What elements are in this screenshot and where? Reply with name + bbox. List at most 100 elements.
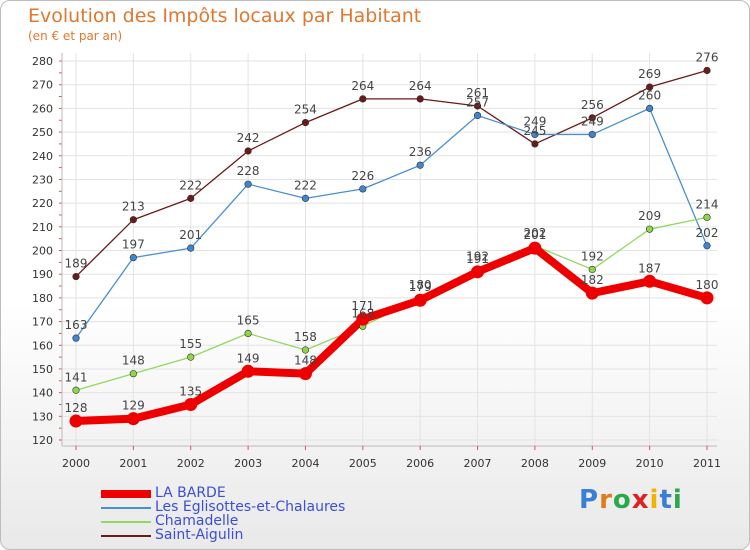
logo-letter: P: [579, 485, 600, 515]
data-point: [703, 242, 711, 250]
data-label: 148: [294, 354, 317, 368]
data-point: [703, 213, 711, 221]
data-label: 209: [638, 209, 661, 223]
legend-label: Chamadelle: [155, 513, 239, 529]
data-label: 249: [581, 114, 604, 128]
logo-letter: i: [672, 485, 683, 515]
logo-letter: r: [599, 485, 613, 515]
data-point: [72, 272, 80, 281]
proxiti-logo: Proxiti: [579, 485, 683, 515]
data-point: [72, 334, 80, 342]
data-label: 214: [696, 197, 719, 211]
data-label: 180: [696, 278, 719, 292]
series-line-saint-aigulin: [75, 69, 708, 278]
data-label: 257: [466, 95, 489, 109]
data-point: [72, 386, 80, 394]
data-point: [588, 265, 596, 274]
y-tick-label: 190: [32, 268, 53, 281]
data-point: [244, 147, 252, 155]
data-point: [187, 244, 195, 252]
legend-swatch: [101, 490, 151, 498]
x-tick-label: 2004: [291, 457, 319, 470]
data-point: [356, 312, 370, 326]
chart-title: Evolution des Impôts locaux par Habitant: [28, 5, 422, 27]
x-tick-label: 2002: [177, 457, 205, 470]
y-tick-label: 240: [32, 150, 53, 163]
y-tick-label: 130: [32, 410, 53, 423]
data-point: [700, 291, 714, 305]
legend-label: Saint-Aigulin: [155, 527, 244, 543]
data-label: 242: [237, 131, 260, 145]
y-tick-label: 150: [32, 363, 53, 376]
data-point: [646, 104, 654, 112]
legend-label: Les Eglisottes-et-Chalaures: [155, 499, 346, 515]
data-point: [585, 286, 599, 300]
data-label: 201: [179, 228, 202, 242]
logo-letter: o: [612, 485, 632, 515]
data-label: 245: [523, 124, 546, 138]
data-point: [646, 83, 654, 91]
data-label: 179: [409, 280, 432, 294]
data-label: 228: [237, 164, 260, 178]
data-label: 191: [466, 252, 489, 266]
data-point: [298, 367, 312, 381]
data-point: [184, 397, 198, 411]
y-tick-label: 280: [32, 55, 53, 68]
y-tick-label: 270: [32, 79, 53, 92]
data-label: 256: [581, 98, 604, 112]
data-label: 249: [523, 114, 546, 128]
data-point: [301, 194, 310, 202]
y-tick-label: 160: [32, 339, 53, 352]
data-label: 180: [409, 278, 432, 292]
data-point: [359, 185, 367, 193]
data-point: [588, 130, 596, 139]
y-tick-label: 220: [32, 197, 53, 210]
legend-label: LA BARDE: [155, 485, 226, 501]
x-tick-label: 2009: [578, 457, 606, 470]
data-label: 141: [65, 370, 88, 384]
data-label: 202: [696, 226, 719, 240]
x-tick-label: 2008: [521, 457, 549, 470]
data-point: [187, 353, 195, 361]
data-label: 171: [351, 299, 374, 313]
data-point: [416, 161, 424, 169]
data-label: 222: [179, 178, 202, 192]
legend-swatch: [101, 535, 151, 537]
series-line-la-barde: [72, 244, 711, 426]
y-tick-label: 260: [32, 102, 53, 115]
data-point: [301, 346, 310, 354]
data-label: 192: [581, 249, 604, 263]
data-point: [359, 95, 367, 103]
data-label: 187: [638, 261, 661, 275]
data-point: [588, 114, 596, 122]
x-tick-label: 2003: [234, 457, 262, 470]
y-tick-label: 250: [32, 126, 53, 139]
data-label: 202: [523, 226, 546, 240]
data-point: [69, 414, 83, 428]
data-point: [531, 140, 539, 148]
data-point: [416, 95, 424, 103]
data-label: 261: [466, 86, 489, 100]
data-label: 264: [409, 79, 432, 93]
data-label: 182: [581, 273, 604, 287]
data-point: [646, 225, 654, 233]
data-point: [528, 241, 542, 255]
x-tick-label: 2005: [349, 457, 377, 470]
y-tick-label: 210: [32, 221, 53, 234]
data-label: 135: [179, 384, 202, 398]
data-point: [413, 293, 427, 307]
series-line-chamadelle: [75, 216, 708, 391]
data-label: 163: [65, 318, 88, 332]
data-point: [703, 66, 711, 75]
data-point: [187, 194, 195, 202]
data-point: [244, 329, 252, 338]
data-point: [301, 118, 310, 127]
data-point: [129, 370, 137, 378]
logo-letter: t: [659, 485, 673, 515]
data-point: [244, 180, 252, 188]
data-label: 158: [294, 330, 317, 344]
data-label: 222: [294, 178, 317, 192]
y-tick-label: 180: [32, 292, 53, 305]
data-label: 254: [294, 103, 317, 117]
